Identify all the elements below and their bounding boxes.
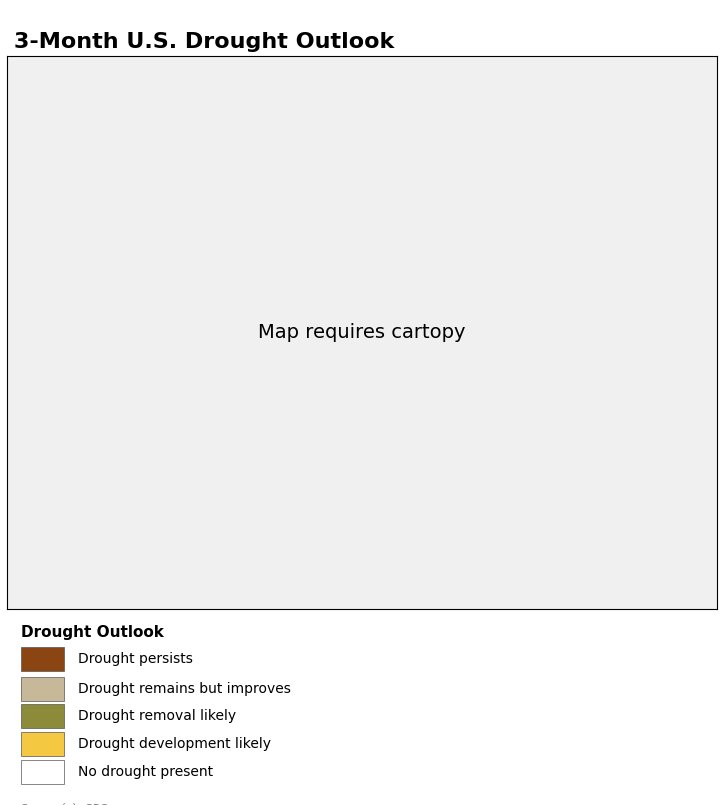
Text: Drought Outlook: Drought Outlook — [22, 625, 164, 640]
FancyBboxPatch shape — [22, 677, 64, 701]
FancyBboxPatch shape — [22, 760, 64, 784]
FancyBboxPatch shape — [22, 647, 64, 671]
Text: Drought development likely: Drought development likely — [78, 737, 272, 751]
Text: Drought persists: Drought persists — [78, 652, 193, 667]
Text: No drought present: No drought present — [78, 765, 214, 778]
Text: Map requires cartopy: Map requires cartopy — [258, 323, 466, 342]
FancyBboxPatch shape — [22, 704, 64, 729]
Text: Source(s): CPC: Source(s): CPC — [22, 803, 109, 805]
FancyBboxPatch shape — [22, 732, 64, 756]
Text: Drought remains but improves: Drought remains but improves — [78, 682, 291, 696]
Text: 3-Month U.S. Drought Outlook: 3-Month U.S. Drought Outlook — [14, 32, 395, 52]
Text: Drought removal likely: Drought removal likely — [78, 709, 236, 724]
